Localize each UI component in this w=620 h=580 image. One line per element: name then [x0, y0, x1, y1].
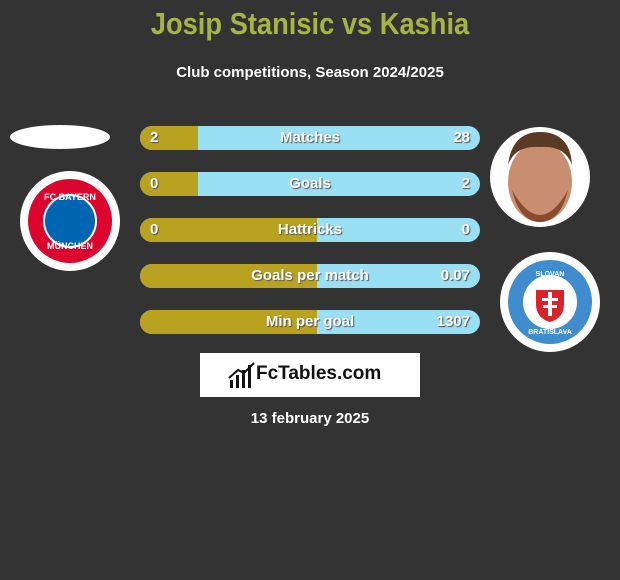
logo-text: FC BAYERN	[44, 192, 96, 202]
stat-label: Goals	[289, 175, 331, 192]
stat-row: Matches 2 28	[140, 126, 480, 150]
date: 13 february 2025	[250, 410, 370, 427]
left-fill	[140, 264, 317, 288]
placeholder	[10, 125, 110, 149]
brand-box: FcTables.com	[200, 353, 420, 397]
stat-row: Goals 0 2	[140, 172, 480, 196]
right-value: 0	[461, 221, 470, 238]
title: Josip Stanisic vs Kashia	[150, 6, 470, 41]
left-fill	[140, 218, 317, 242]
right-value: 1307	[436, 313, 470, 330]
left-fill	[140, 310, 317, 334]
stat-label: Matches	[279, 129, 341, 146]
stat-row: Min per goal 1307	[140, 310, 480, 334]
cross	[542, 292, 558, 316]
left-value: 0	[150, 221, 159, 238]
left-value: 0	[150, 175, 159, 192]
stat-label: Hattricks	[277, 221, 343, 238]
beard	[512, 190, 568, 222]
subtitle: Club competitions, Season 2024/2025	[176, 64, 444, 81]
logo-center	[43, 194, 97, 248]
brand-text: FcTables.com	[256, 363, 382, 384]
stat-label: Goals per match	[251, 267, 369, 284]
logo-text: MÜNCHEN	[47, 241, 93, 251]
right-value: 2	[461, 175, 470, 192]
stat-row: Goals per match 0.07	[140, 264, 480, 288]
right-value: 28	[453, 129, 470, 146]
brand-icon	[228, 362, 255, 388]
stat-label: Min per goal	[265, 313, 355, 330]
logo-text: BRATISLAVA	[528, 329, 572, 336]
logo-text: SLOVAN	[536, 271, 565, 278]
left-fill	[140, 126, 198, 150]
right-value: 0.07	[440, 267, 470, 284]
stat-row: Hattricks 0 0	[140, 218, 480, 242]
face	[508, 142, 572, 222]
hair	[508, 132, 572, 165]
left-fill	[140, 172, 198, 196]
left-value: 2	[150, 129, 159, 146]
